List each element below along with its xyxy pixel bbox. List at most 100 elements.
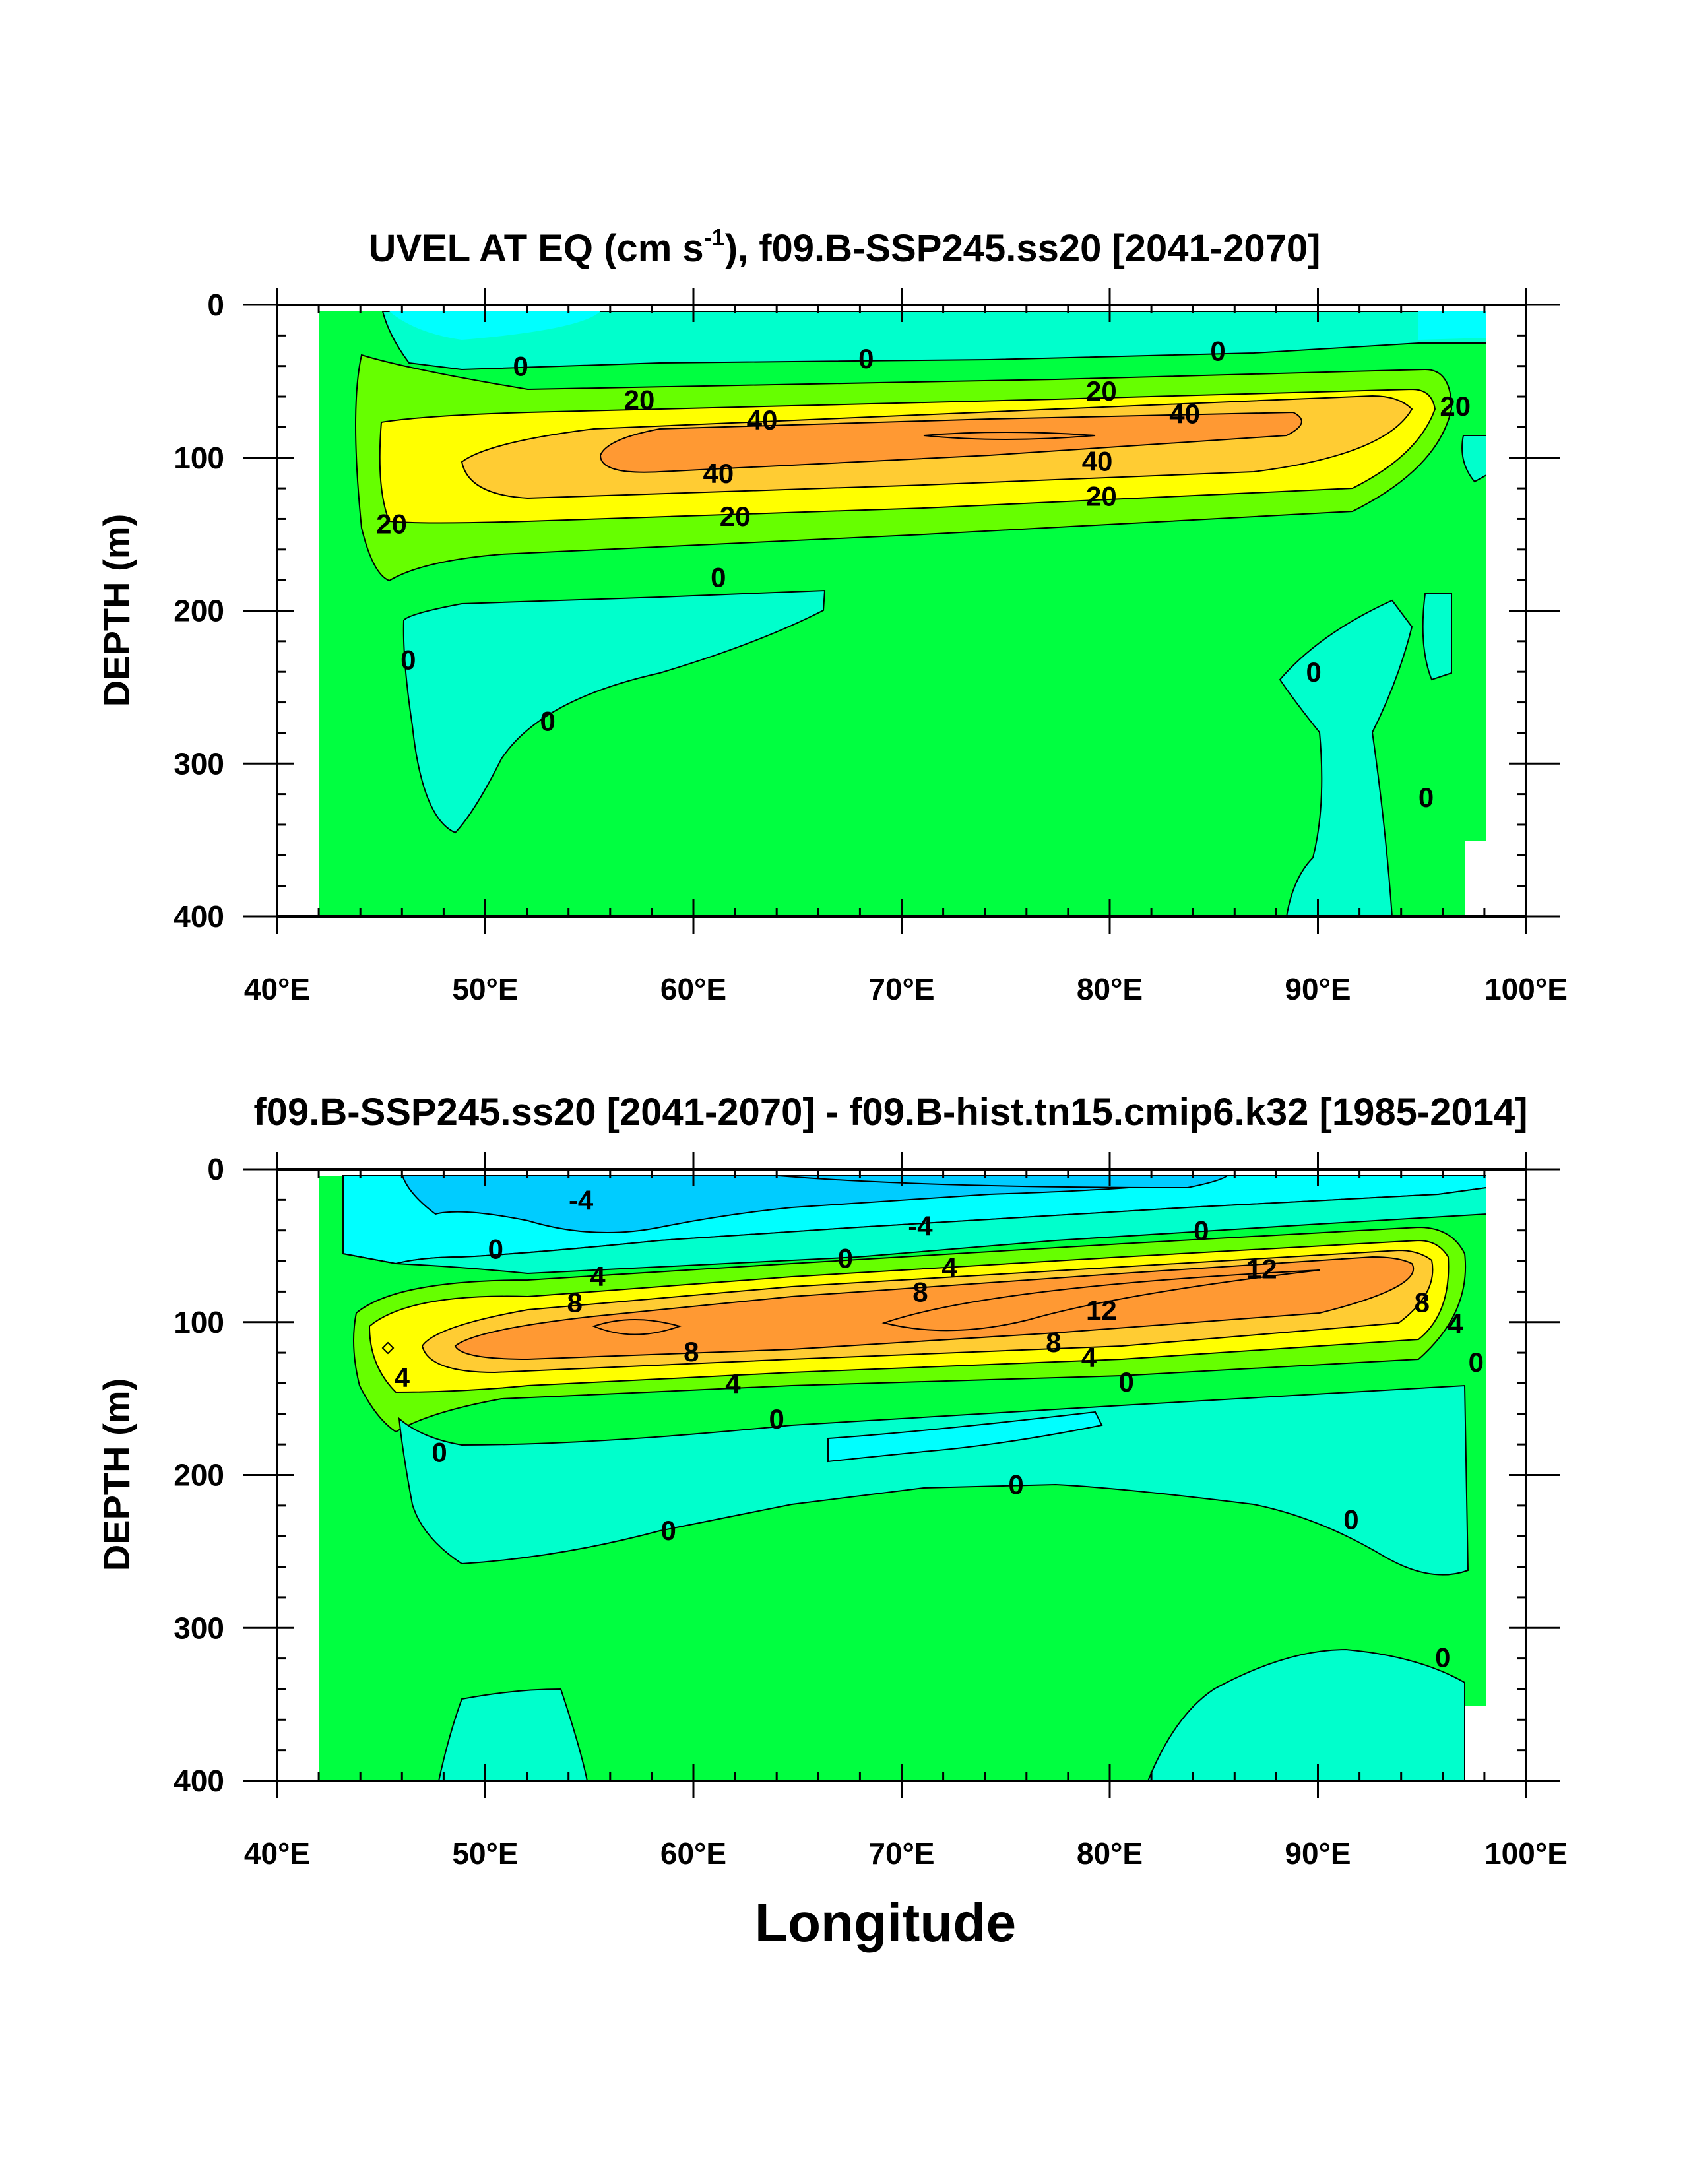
contour-label: 4	[590, 1261, 606, 1292]
panel2-max-west-contour	[592, 1319, 682, 1335]
panel2-level-max	[454, 1256, 1415, 1361]
contour-label: 20	[1440, 391, 1471, 422]
x-tick-label: 100°E	[1484, 1836, 1568, 1871]
panel1-title: UVEL AT EQ (cm s-1), f09.B-SSP245.ss20 […	[369, 224, 1321, 270]
panel2-x-ticks: 40°E 50°E 60°E 70°E 80°E 90°E 100°E	[244, 1152, 1568, 1871]
contour-label: 0	[1119, 1366, 1134, 1397]
contour-label: 0	[1343, 1504, 1358, 1535]
contour-label: 0	[1008, 1469, 1023, 1500]
panel2-surface-strong-negative	[401, 1175, 1221, 1233]
panel1-y-axis-label: DEPTH (m)	[96, 514, 137, 707]
contour-label: 0	[660, 1515, 676, 1546]
panel2-level-0	[342, 1176, 1487, 1275]
contour-label: 0	[1469, 1347, 1484, 1378]
x-tick-label: 40°E	[244, 1836, 310, 1871]
contour-label: 20	[720, 501, 751, 532]
panel-uvel-eq: UVEL AT EQ (cm s-1), f09.B-SSP245.ss20 […	[96, 224, 1568, 1006]
panel2-deep-west	[437, 1688, 589, 1782]
y-tick-label: 300	[174, 746, 224, 781]
panel2-subsurface-negative	[398, 1384, 1469, 1576]
y-tick-label: 100	[174, 1305, 224, 1339]
contour-label: 4	[725, 1368, 741, 1399]
panel2-max-east-contour	[881, 1269, 1320, 1332]
panel2-small-diamond	[381, 1341, 395, 1355]
x-tick-label: 50°E	[452, 1836, 518, 1871]
x-tick-label: 70°E	[868, 972, 934, 1006]
panel2-contour-fills	[277, 1168, 1526, 1783]
panel1-subsurface-east-tongue	[1279, 599, 1413, 917]
panel2-subsurface-cyan-patch	[827, 1411, 1103, 1463]
contour-label: 0	[540, 705, 555, 736]
contour-label: 40	[703, 458, 734, 489]
x-tick-label: 60°E	[660, 972, 726, 1006]
x-tick-label: 40°E	[244, 972, 310, 1006]
panel2-title: f09.B-SSP245.ss20 [2041-2070] - f09.B-hi…	[253, 1091, 1527, 1134]
panel2-y-axis-label: DEPTH (m)	[96, 1378, 137, 1571]
contour-label: 40	[1169, 399, 1200, 430]
x-tick-label: 90°E	[1285, 1836, 1351, 1871]
x-tick-label: 70°E	[868, 1836, 934, 1871]
contour-label: 0	[858, 343, 874, 374]
contour-label: 12	[1086, 1295, 1117, 1326]
x-tick-label: 80°E	[1077, 972, 1143, 1006]
panel1-east-small-tongue	[1422, 593, 1452, 681]
y-tick-label: 200	[174, 594, 224, 628]
contour-label: 0	[431, 1437, 447, 1468]
contour-label: 20	[1086, 375, 1117, 406]
contour-label: 0	[1435, 1642, 1450, 1673]
y-tick-label: 300	[174, 1611, 224, 1645]
contour-label: -4	[908, 1211, 933, 1242]
panel1-contour-fills	[277, 304, 1526, 918]
panel1-level-max	[599, 411, 1302, 473]
contour-label: 4	[941, 1252, 957, 1283]
y-tick-label: 0	[207, 288, 224, 322]
contour-label: 0	[769, 1403, 784, 1434]
contour-label: 0	[1210, 336, 1225, 367]
y-tick-label: 200	[174, 1458, 224, 1493]
contour-label: 0	[1194, 1215, 1209, 1246]
contour-label: 12	[1246, 1254, 1277, 1285]
contour-label: -4	[569, 1184, 594, 1215]
panel2-x-axis-label: Longitude	[755, 1893, 1016, 1953]
contour-label: 8	[912, 1276, 928, 1307]
contour-label: 0	[488, 1234, 503, 1265]
contour-label: 0	[1418, 782, 1434, 813]
x-tick-label: 50°E	[452, 972, 518, 1006]
y-tick-label: 400	[174, 899, 224, 934]
panel2-surface-strong-negative-2	[778, 1175, 1229, 1189]
x-tick-label: 60°E	[660, 1836, 726, 1871]
panel1-east-edge-tongue	[1461, 435, 1487, 483]
contour-label: 8	[1046, 1327, 1061, 1358]
y-tick-label: 0	[207, 1152, 224, 1186]
panel1-surface-cyan-patch	[389, 311, 600, 340]
x-tick-label: 90°E	[1285, 972, 1351, 1006]
contour-label: 8	[1415, 1287, 1430, 1318]
panel2-deep-east	[1147, 1648, 1465, 1782]
panel1-contour-labels: 0 0 0 20 20 20 40 40 40 40 20 20 20 0 0 0 0 0	[376, 336, 1471, 814]
contour-label: 20	[376, 508, 407, 539]
y-tick-label: 100	[174, 441, 224, 475]
panel1-subsurface-west-tongue	[402, 589, 826, 834]
contour-label: 20	[624, 385, 655, 416]
contour-label: 40	[1082, 445, 1113, 476]
panel1-x-ticks: 40°E 50°E 60°E 70°E 80°E 90°E 100°E	[244, 288, 1568, 1006]
contour-label: 0	[400, 645, 416, 676]
contour-label: 8	[684, 1336, 699, 1367]
y-tick-label: 400	[174, 1764, 224, 1798]
x-tick-label: 80°E	[1077, 1836, 1143, 1871]
contour-label: 4	[1448, 1308, 1463, 1339]
contour-label: 0	[1306, 657, 1322, 688]
contour-label: 0	[711, 562, 726, 593]
contour-label: 40	[747, 404, 778, 435]
panel1-surface-cyan-right	[1418, 311, 1486, 340]
panel1-core-contour	[923, 432, 1096, 440]
contour-label: 4	[395, 1362, 410, 1393]
panel-difference: f09.B-SSP245.ss20 [2041-2070] - f09.B-hi…	[96, 1091, 1568, 1953]
contour-label: 0	[513, 351, 528, 382]
contour-label: 4	[1081, 1342, 1097, 1373]
contour-label: 0	[838, 1242, 853, 1273]
